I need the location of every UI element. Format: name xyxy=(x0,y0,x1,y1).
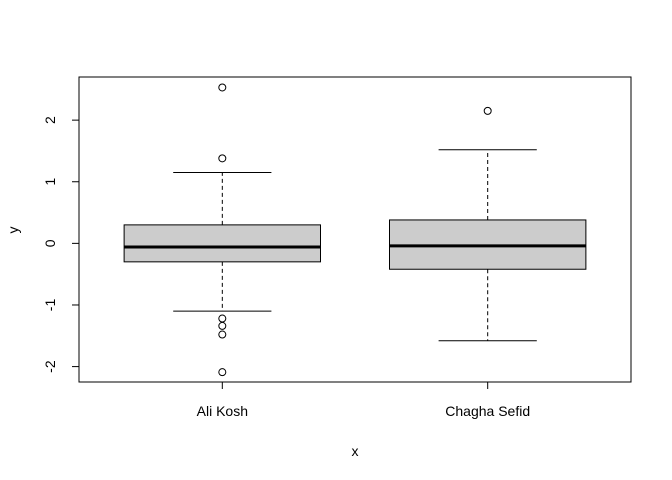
boxes xyxy=(123,83,587,377)
y-tick-label: -2 xyxy=(42,360,58,373)
y-axis-label: y xyxy=(5,227,21,234)
box-group xyxy=(389,106,587,342)
y-tick-label: 2 xyxy=(42,116,58,124)
y-tick-label: 0 xyxy=(42,239,58,247)
x-tick-label: Ali Kosh xyxy=(197,403,248,419)
outlier-point xyxy=(218,83,227,92)
outlier-point xyxy=(218,368,227,377)
outlier-point xyxy=(483,106,492,115)
x-tick-label: Chagha Sefid xyxy=(445,403,530,419)
box-group xyxy=(123,83,321,377)
outlier-point xyxy=(218,154,227,163)
y-tick-label: -1 xyxy=(42,299,58,312)
y-tick-label: 1 xyxy=(42,178,58,186)
outlier-point xyxy=(218,330,227,339)
x-axis-label: x xyxy=(352,443,359,459)
iqr-box xyxy=(123,224,321,263)
y-axis: -2 -1 0 1 2 xyxy=(42,116,80,373)
outlier-point xyxy=(218,321,227,330)
x-axis: Ali Kosh Chagha Sefid xyxy=(197,381,530,419)
outlier-point xyxy=(218,314,227,323)
